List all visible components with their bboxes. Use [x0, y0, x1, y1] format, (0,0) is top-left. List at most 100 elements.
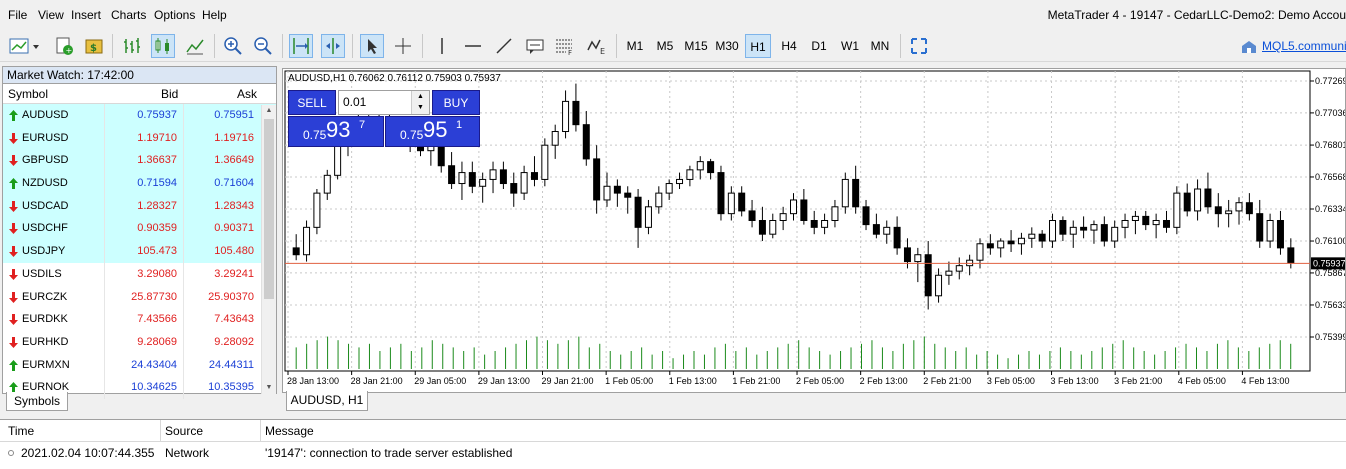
spin-down-icon[interactable]: ▼: [417, 104, 424, 111]
price-axis-label: 0.75399: [1315, 332, 1345, 342]
market-watch-row[interactable]: GBPUSD 1.36637 1.36649: [3, 149, 276, 173]
buy-button[interactable]: BUY: [432, 90, 480, 115]
bear-candle: [872, 224, 880, 235]
market-watch-scrollbar[interactable]: ▲ ▼: [261, 105, 276, 394]
symbols-tab[interactable]: Symbols: [6, 392, 68, 411]
menu-charts[interactable]: Charts: [111, 8, 147, 22]
buy-price-box[interactable]: 0.75 95 1: [385, 116, 480, 147]
zoom-out-icon[interactable]: [251, 34, 275, 58]
time-axis-label: 4 Feb 05:00: [1178, 376, 1226, 386]
column-ask[interactable]: Ask: [237, 87, 258, 101]
scrollbar-thumb[interactable]: [264, 119, 274, 299]
bar-chart-icon[interactable]: [120, 34, 144, 58]
bear-candle: [624, 192, 632, 198]
sell-price-box[interactable]: 0.75 93 7: [288, 116, 384, 147]
vertical-line-icon[interactable]: [430, 34, 454, 58]
ask-price: 10.35395: [208, 381, 254, 394]
bull-candle: [1069, 226, 1077, 235]
timeframe-w1[interactable]: W1: [841, 39, 859, 53]
profiles-icon[interactable]: +: [52, 34, 76, 58]
column-message[interactable]: Message: [265, 424, 314, 438]
elliott-waves-icon[interactable]: E: [585, 34, 609, 58]
horizontal-line-icon[interactable]: [461, 34, 485, 58]
chart-tab-audusd[interactable]: AUDUSD, H1: [286, 391, 368, 411]
bull-candle: [655, 192, 663, 208]
bull-candle: [790, 199, 797, 215]
symbol-name: EURNOK: [22, 381, 70, 394]
market-watch-row[interactable]: NZDUSD 0.71594 0.71604: [3, 172, 276, 195]
market-watch-icon[interactable]: $: [82, 34, 106, 58]
bear-candle: [924, 254, 932, 297]
menu-insert[interactable]: Insert: [71, 8, 102, 22]
lot-size-input[interactable]: 0.01 ▲ ▼: [338, 90, 430, 115]
bull-candle: [914, 254, 922, 263]
arrow-down-icon: [9, 268, 18, 280]
auto-scroll-icon[interactable]: [289, 34, 313, 58]
sell-button[interactable]: SELL: [288, 90, 336, 115]
column-symbol[interactable]: Symbol: [8, 87, 49, 101]
new-chart-icon[interactable]: [8, 34, 42, 58]
timeframe-m30[interactable]: M30: [715, 39, 739, 53]
bear-candle: [1183, 192, 1191, 212]
market-watch-row[interactable]: USDJPY 105.473 105.480: [3, 240, 276, 263]
bear-candle: [468, 172, 476, 187]
column-bid[interactable]: Bid: [161, 87, 179, 101]
bear-candle: [1287, 247, 1295, 264]
crosshair-icon[interactable]: [391, 34, 415, 58]
trendline-icon[interactable]: [492, 34, 516, 58]
timeframe-m5[interactable]: M5: [656, 39, 674, 53]
bull-candle: [935, 274, 943, 297]
timeframe-m1[interactable]: M1: [626, 39, 644, 53]
market-watch-row[interactable]: USDILS 3.29080 3.29241: [3, 262, 276, 286]
bull-candle: [831, 206, 839, 221]
candlestick-chart-icon[interactable]: [151, 34, 175, 58]
market-watch-row[interactable]: EURCZK 25.87730 25.90370: [3, 285, 276, 309]
ask-price: 9.28092: [214, 335, 254, 348]
scroll-down-icon[interactable]: ▼: [265, 384, 273, 391]
market-watch-row[interactable]: EURDKK 7.43566 7.43643: [3, 308, 276, 331]
market-watch-row[interactable]: EURNOK 10.34625 10.35395: [3, 376, 276, 399]
timeframe-h1[interactable]: H1: [745, 34, 771, 58]
toolbar-separator: [900, 34, 901, 58]
toolbar-separator: [616, 34, 617, 58]
fibonacci-icon[interactable]: F: [553, 34, 577, 58]
market-watch-row[interactable]: USDCAD 1.28327 1.28343: [3, 194, 276, 218]
bull-candle: [1121, 219, 1129, 228]
lot-spinner[interactable]: ▲ ▼: [411, 91, 429, 114]
menu-view[interactable]: View: [38, 8, 64, 22]
bid-price: 10.34625: [131, 381, 177, 394]
bull-candle: [1225, 210, 1233, 215]
column-time[interactable]: Time: [8, 424, 35, 438]
spin-up-icon[interactable]: ▲: [417, 93, 424, 100]
text-label-icon[interactable]: [523, 34, 547, 58]
chart-header: AUDUSD,H1 0.76062 0.76112 0.75903 0.7593…: [288, 73, 501, 84]
market-watch-row[interactable]: EURUSD 1.19710 1.19716: [3, 126, 276, 150]
market-watch-row[interactable]: EURHKD 9.28069 9.28092: [3, 330, 276, 354]
market-watch-row[interactable]: AUDUSD 0.75937 0.75951: [3, 104, 276, 127]
line-chart-icon[interactable]: [183, 34, 207, 58]
ask-price: 0.90371: [214, 222, 254, 235]
bull-candle: [841, 178, 849, 208]
timeframe-m15[interactable]: M15: [684, 39, 708, 53]
fullscreen-icon[interactable]: [907, 34, 931, 58]
market-watch-row[interactable]: EURMXN 24.43404 24.44311: [3, 353, 276, 377]
journal-row[interactable]: 2021.02.04 10:07:44.355 Network '19147':…: [0, 442, 1346, 464]
zoom-in-icon[interactable]: [221, 34, 245, 58]
timeframe-mn[interactable]: MN: [870, 39, 890, 53]
bear-candle: [510, 183, 518, 194]
market-watch-row[interactable]: USDCHF 0.90359 0.90371: [3, 217, 276, 241]
menu-options[interactable]: Options: [154, 8, 196, 22]
bid-price: 0.71594: [137, 177, 177, 190]
chart-shift-icon[interactable]: [321, 34, 345, 58]
mql5-community-link[interactable]: MQL5.community: [1262, 39, 1346, 53]
menu-file[interactable]: File: [8, 8, 28, 22]
cursor-icon[interactable]: [360, 34, 384, 58]
menu-help[interactable]: Help: [202, 8, 227, 22]
svg-text:E: E: [600, 47, 605, 56]
bull-candle: [479, 178, 487, 187]
timeframe-h4[interactable]: H4: [781, 39, 797, 53]
column-source[interactable]: Source: [165, 424, 204, 438]
scroll-up-icon[interactable]: ▲: [265, 107, 273, 114]
bear-candle: [572, 100, 580, 126]
timeframe-d1[interactable]: D1: [811, 39, 827, 53]
